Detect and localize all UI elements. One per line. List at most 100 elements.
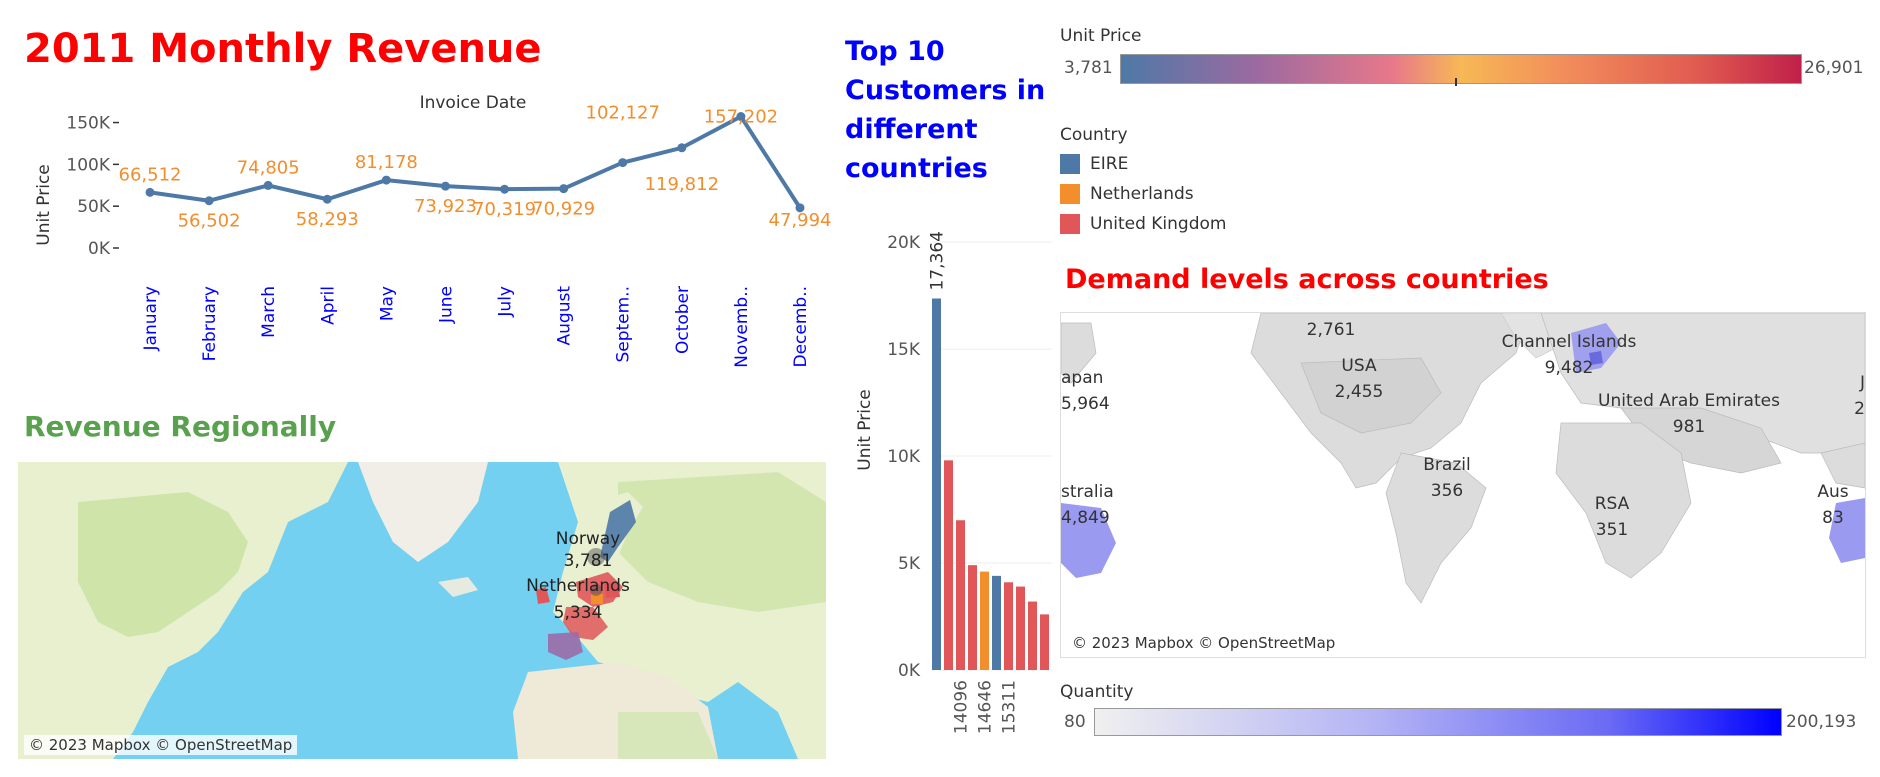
demand-map-label-value: 5,964 <box>1061 394 1110 414</box>
line-chart-point[interactable] <box>736 112 746 122</box>
country-legend-item-eire[interactable]: EIRE <box>1060 149 1226 179</box>
demand-map-label-name: apan <box>1061 368 1103 388</box>
demand-title: Demand levels across countries <box>1065 264 1549 295</box>
bar-chart-bar[interactable] <box>992 575 1001 670</box>
line-chart-point[interactable] <box>263 180 273 190</box>
unit-price-legend-marker <box>1455 78 1457 86</box>
bar-chart-bar[interactable] <box>1040 614 1049 670</box>
country-legend-item-netherlands[interactable]: Netherlands <box>1060 179 1226 209</box>
demand-map-label-value: 351 <box>1596 520 1628 540</box>
line-chart-y-tick-label: 50K <box>77 197 111 217</box>
demand-map-label-value: 9,482 <box>1545 358 1594 378</box>
quantity-legend-gradient <box>1094 708 1782 736</box>
bar-chart-x-ticks: 14096 14646 15311 <box>952 680 1020 734</box>
unit-price-legend-gradient <box>1120 54 1802 84</box>
demand-map-label-name: RSA <box>1595 494 1630 514</box>
demand-map[interactable]: 2,761 USA 2,455 apan 5,964 Channel Islands 9,4… <box>1060 312 1866 658</box>
demand-map-canvas: 2,761 USA 2,455 apan 5,964 Channel Islands 9,4… <box>1061 313 1865 604</box>
bar-chart-x-tick-label: 15311 <box>1000 680 1020 734</box>
legend-swatch <box>1060 214 1080 234</box>
line-chart-point[interactable] <box>559 184 569 194</box>
country-legend-item-united-kingdom[interactable]: United Kingdom <box>1060 209 1226 239</box>
bar-chart-bar[interactable] <box>980 571 989 670</box>
line-chart-x-tick-label: July <box>496 286 516 318</box>
unit-price-legend: Unit Price 3,781 26,901 <box>1060 26 1864 86</box>
line-chart-point[interactable] <box>440 181 450 191</box>
line-chart-point[interactable] <box>677 143 687 153</box>
regional-map-credit: © 2023 Mapbox © OpenStreetMap <box>24 735 298 755</box>
unit-price-legend-max: 26,901 <box>1804 58 1864 78</box>
line-chart-point[interactable] <box>322 194 332 204</box>
line-chart-x-tick-label: October <box>673 286 693 354</box>
bar-chart-bar[interactable] <box>932 298 941 670</box>
line-chart-data-label: 66,512 <box>119 164 182 185</box>
bar-chart-x-tick-label: 14646 <box>976 680 996 734</box>
quantity-legend-title: Quantity <box>1060 682 1134 702</box>
customers-title-line-3: different <box>845 114 978 145</box>
line-chart-data-label: 47,994 <box>769 210 832 231</box>
demand-map-labels: 2,761 USA 2,455 apan 5,964 Channel Islands 9,4… <box>1061 320 1865 540</box>
line-chart-data-label: 56,502 <box>178 211 241 232</box>
line-chart-y-axis: 0K 50K 100K 150K <box>66 114 119 259</box>
country-legend: Country EIRE Netherlands United Kingdom <box>1060 125 1226 239</box>
line-chart-series <box>145 112 805 213</box>
bar-chart-y-tick-label: 10K <box>887 447 921 467</box>
line-chart-x-tick-label: May <box>377 286 397 321</box>
line-chart-data-label: 81,178 <box>355 152 418 173</box>
line-chart-x-tick-label: August <box>555 286 575 346</box>
country-legend-title: Country <box>1060 125 1128 145</box>
line-chart-point[interactable] <box>500 184 510 194</box>
regional-map[interactable]: Norway 3,781 Netherlands 5,334 © 2023 Ma… <box>18 462 826 759</box>
line-chart-y-tick-label: 0K <box>88 239 111 259</box>
demand-map-label-name: stralia <box>1061 482 1114 502</box>
bar-chart-bar[interactable] <box>944 460 953 670</box>
line-chart-x-tick-label: June <box>436 286 456 324</box>
line-chart-xlabel: Invoice Date <box>420 93 527 113</box>
line-chart-x-tick-label: April <box>318 286 338 325</box>
line-chart-x-tick-label: February <box>200 286 220 361</box>
legend-swatch <box>1060 154 1080 174</box>
line-chart-point[interactable] <box>381 175 391 185</box>
line-chart-point[interactable] <box>204 196 214 206</box>
regional-value-netherlands: 5,334 <box>554 603 603 623</box>
line-chart-point[interactable] <box>145 187 155 197</box>
bar-chart-bar[interactable] <box>1028 601 1037 670</box>
line-chart-data-label: 157,202 <box>704 107 778 128</box>
demand-map-label-name: United Arab Emirates <box>1598 391 1780 411</box>
regional-label-netherlands: Netherlands <box>526 576 630 596</box>
demand-map-label-value: 83 <box>1822 508 1844 528</box>
legend-label: Netherlands <box>1090 184 1194 204</box>
bar-chart-bar[interactable] <box>1016 586 1025 670</box>
line-chart-y-tick-label: 150K <box>66 114 110 134</box>
bar-chart-top-label: 17,364 <box>928 231 948 290</box>
line-chart-point[interactable] <box>795 203 805 213</box>
line-chart-data-label: 119,812 <box>645 174 719 195</box>
customers-title-line-4: countries <box>845 153 988 184</box>
customers-title-line-2: Customers in <box>845 75 1046 106</box>
bar-chart-bar[interactable] <box>956 520 965 670</box>
quantity-legend-max: 200,193 <box>1786 712 1857 732</box>
line-chart-data-label: 102,127 <box>586 103 660 124</box>
demand-map-label-value: 2,761 <box>1307 320 1356 340</box>
bar-chart-bar[interactable] <box>968 565 977 670</box>
demand-map-label-value: 356 <box>1431 481 1463 501</box>
line-chart-x-tick-label: January <box>141 286 161 351</box>
demand-map-label-value: 981 <box>1673 417 1705 437</box>
bar-chart-bar[interactable] <box>1004 582 1013 670</box>
customers-title: Top 10 Customers in different countries <box>845 32 1045 188</box>
line-chart-point[interactable] <box>618 158 628 168</box>
line-chart-data-label: 74,805 <box>237 157 300 178</box>
demand-map-label-value: 2 <box>1854 399 1865 419</box>
bar-chart-bars: 17,364 <box>928 231 1049 670</box>
line-chart-line <box>149 114 802 209</box>
bar-chart-ylabel: Unit Price <box>855 389 875 470</box>
line-chart-data-label: 70,319 <box>473 199 536 220</box>
legend-swatch <box>1060 184 1080 204</box>
bar-chart-y-tick-label: 15K <box>887 340 921 360</box>
bar-chart-y-tick-label: 20K <box>887 233 921 253</box>
line-chart-x-tick-label: March <box>259 286 279 338</box>
demand-map-label-name: Brazil <box>1423 455 1470 475</box>
line-chart-y-tick-label: 100K <box>66 155 110 175</box>
demand-map-label-value: 2,455 <box>1335 382 1384 402</box>
demand-map-label-name: J <box>1859 373 1865 393</box>
